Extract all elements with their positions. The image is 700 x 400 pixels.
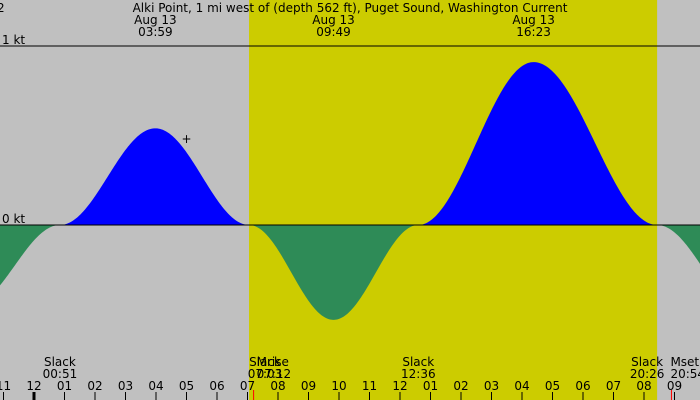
x-tick-label: 04 <box>514 379 529 393</box>
event-time: 00:51 <box>43 367 78 381</box>
peak-date-label: Aug 13 <box>312 13 355 27</box>
peak-date-label: Aug 13 <box>512 13 555 27</box>
y-label-zero-knot: 0 kt <box>2 212 25 226</box>
peak-date-label: Aug 13 <box>134 13 177 27</box>
x-tick-label: 06 <box>209 379 224 393</box>
x-tick-label: 03 <box>118 379 133 393</box>
event-time: 07:03 <box>248 367 283 381</box>
peak-time-label: 16:23 <box>516 25 551 39</box>
chart-title: Alki Point, 1 mi west of (depth 562 ft),… <box>133 1 568 15</box>
event-time: 12:36 <box>401 367 436 381</box>
title-prefix: 2 <box>0 1 5 15</box>
cursor-mark: + <box>181 132 191 146</box>
peak-time-label: 03:59 <box>138 25 173 39</box>
ebb-area <box>0 225 700 320</box>
x-tick-label: 02 <box>87 379 102 393</box>
x-tick-label: 11 <box>0 379 11 393</box>
x-tick-label: 09 <box>667 379 682 393</box>
x-tick-label: 03 <box>484 379 499 393</box>
x-tick-label: 07 <box>606 379 621 393</box>
event-time: 07:12 <box>257 367 292 381</box>
event-label: Slack <box>631 355 663 369</box>
x-tick-label: 04 <box>148 379 163 393</box>
x-tick-label: 06 <box>575 379 590 393</box>
x-tick-label: 11 <box>362 379 377 393</box>
y-label-one-knot: 1 kt <box>2 33 25 47</box>
event-label: Slack <box>402 355 434 369</box>
x-tick-label: 09 <box>301 379 316 393</box>
event-time: 20:26 <box>630 367 665 381</box>
event-label: Mrise <box>257 355 289 369</box>
event-label: Slack <box>249 355 281 369</box>
x-tick-label: 10 <box>331 379 346 393</box>
event-label: Slack <box>44 355 76 369</box>
x-tick-label: 08 <box>636 379 651 393</box>
event-label: Mset <box>670 355 699 369</box>
x-tick-label: 05 <box>545 379 560 393</box>
event-time: 20:54 <box>670 367 700 381</box>
x-tick-label: 12 <box>26 379 41 393</box>
x-tick-label: 02 <box>453 379 468 393</box>
x-tick-label: 05 <box>179 379 194 393</box>
x-tick-label: 08 <box>270 379 285 393</box>
flood-area <box>60 62 658 225</box>
x-tick-label: 01 <box>423 379 438 393</box>
peak-time-label: 09:49 <box>316 25 351 39</box>
x-tick-label: 07 <box>240 379 255 393</box>
x-tick-label: 12 <box>392 379 407 393</box>
x-tick-label: 01 <box>57 379 72 393</box>
